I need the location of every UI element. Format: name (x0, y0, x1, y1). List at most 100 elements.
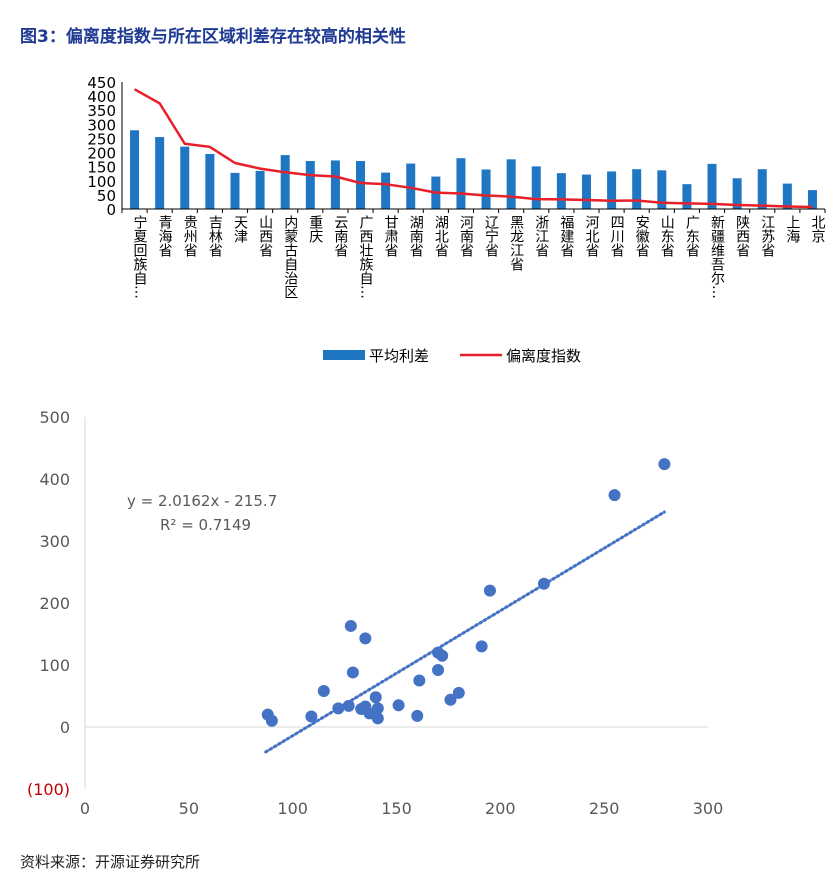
scatter-x-tick-label: 100 (277, 799, 308, 818)
legend-bar-swatch (323, 350, 365, 360)
combo-x-tick-label: 广东省 (684, 215, 700, 257)
scatter-points (261, 458, 671, 727)
scatter-axes: 500 400 300 200 100 0 (100) 0 50 100 150 200 250 300 (27, 408, 723, 818)
combo-x-tick-label: 重庆 (307, 215, 323, 243)
scatter-point (658, 458, 671, 471)
combo-bar (782, 183, 792, 209)
combo-bar (607, 171, 617, 209)
scatter-y-tick-label: 500 (39, 408, 70, 427)
legend-bar-label: 平均利差 (369, 347, 429, 365)
combo-y-tick-label: 100 (87, 173, 116, 191)
combo-bar (406, 163, 416, 209)
combo-x-tick-label: 青海省 (157, 215, 173, 257)
combo-x-tick-label: 四川省 (609, 215, 625, 257)
combo-x-tick-label: 江苏省 (759, 215, 775, 257)
combo-bar (381, 172, 391, 209)
scatter-point (392, 699, 405, 712)
scatter-point (483, 584, 496, 597)
figure-title: 图3：偏离度指数与所在区域利差存在较高的相关性 (20, 27, 406, 47)
combo-y-tick-label: 0 (106, 201, 116, 219)
combo-x-tick-label: 河南省 (458, 215, 474, 257)
scatter-point (332, 702, 345, 715)
scatter-point (344, 619, 357, 632)
scatter-x-tick-label: 250 (589, 799, 620, 818)
scatter-y-tick-label: 400 (39, 470, 70, 489)
scatter-y-tick-label: (100) (27, 780, 70, 799)
combo-x-tick-label: 河北省 (583, 215, 599, 257)
combo-x-tick-label: 黑龙江省 (508, 215, 524, 271)
combo-x-tick-label: 云南省 (332, 215, 348, 257)
combo-x-tick-label: 北京 (809, 215, 825, 243)
combo-bar (230, 172, 240, 209)
combo-bar (305, 161, 315, 209)
scatter-x-tick-label: 0 (80, 799, 90, 818)
combo-x-tick-label: 安徽省 (634, 215, 650, 257)
combo-x-tick-label: 吉林省 (207, 215, 223, 257)
combo-bar (506, 159, 516, 209)
combo-bar (330, 160, 340, 209)
combo-bar (581, 174, 591, 209)
combo-x-tick-label: 辽宁省 (483, 215, 499, 257)
combo-y-tick-label: 250 (87, 130, 116, 148)
source-note: 资料来源：开源证券研究所 (20, 853, 201, 871)
combo-x-tick-label: 广西壮族自… (358, 215, 374, 299)
combo-bar (732, 178, 742, 209)
combo-x-tick-label: 湖南省 (408, 215, 424, 257)
scatter-point (475, 640, 488, 653)
scatter-point (444, 693, 457, 706)
combo-bars (130, 130, 817, 209)
scatter-x-tick-label: 150 (381, 799, 412, 818)
combo-x-axis: 宁夏回族自… 青海省 贵州省 吉林省 天津 山西省 内蒙古自治区 重庆 云南省 广西壮族自… 甘肃省… (121, 208, 826, 299)
combo-y-tick-label: 50 (97, 187, 116, 205)
combo-y-tick-label: 450 (87, 74, 116, 92)
combo-bar (531, 166, 541, 209)
combo-bar (280, 155, 290, 209)
scatter-point (411, 709, 424, 722)
combo-x-tick-label: 宁夏回族自… (132, 214, 148, 299)
scatter-point (265, 714, 278, 727)
combo-bar (356, 161, 366, 209)
combo-bar (456, 158, 466, 209)
scatter-trendline-path (264, 510, 666, 754)
combo-bar (657, 170, 667, 209)
combo-legend: 平均利差 偏离度指数 (323, 347, 581, 365)
scatter-point (369, 691, 382, 704)
scatter-point (371, 712, 384, 725)
combo-bar (682, 184, 692, 209)
scatter-point (346, 666, 359, 679)
scatter-x-tick-label: 200 (485, 799, 516, 818)
scatter-y-tick-label: 0 (60, 718, 70, 737)
combo-line-path (133, 88, 813, 209)
combo-y-tick-label: 150 (87, 159, 116, 177)
scatter-point (436, 649, 449, 662)
combo-x-tick-label: 内蒙古自治区 (282, 215, 298, 299)
combo-x-tick-label: 天津 (232, 215, 248, 243)
scatter-y-tick-label: 300 (39, 532, 70, 551)
combo-bar (632, 169, 642, 209)
scatter-point (452, 686, 465, 699)
combo-bar (255, 170, 265, 209)
combo-y-tick-label: 400 (87, 88, 116, 106)
combo-y-tick-label: 300 (87, 116, 116, 134)
scatter-y-tick-label: 100 (39, 656, 70, 675)
combo-x-tick-label: 贵州省 (182, 215, 198, 257)
combo-x-tick-label: 山西省 (257, 215, 273, 257)
scatter-point (342, 699, 355, 712)
combo-x-tick-label: 浙江省 (533, 215, 549, 257)
combo-bar (757, 169, 767, 209)
combo-x-tick-label: 上海 (784, 215, 800, 243)
scatter-x-tick-label: 300 (693, 799, 724, 818)
combo-line-series (133, 88, 813, 209)
combo-bar (180, 146, 190, 209)
scatter-point (432, 663, 445, 676)
combo-bar (481, 169, 491, 209)
scatter-point (317, 685, 330, 698)
combo-bar (556, 173, 566, 209)
scatter-point (359, 632, 372, 645)
scatter-point (608, 489, 621, 502)
r-squared-label: R² = 0.7149 (160, 516, 251, 534)
combo-bar (205, 153, 215, 209)
